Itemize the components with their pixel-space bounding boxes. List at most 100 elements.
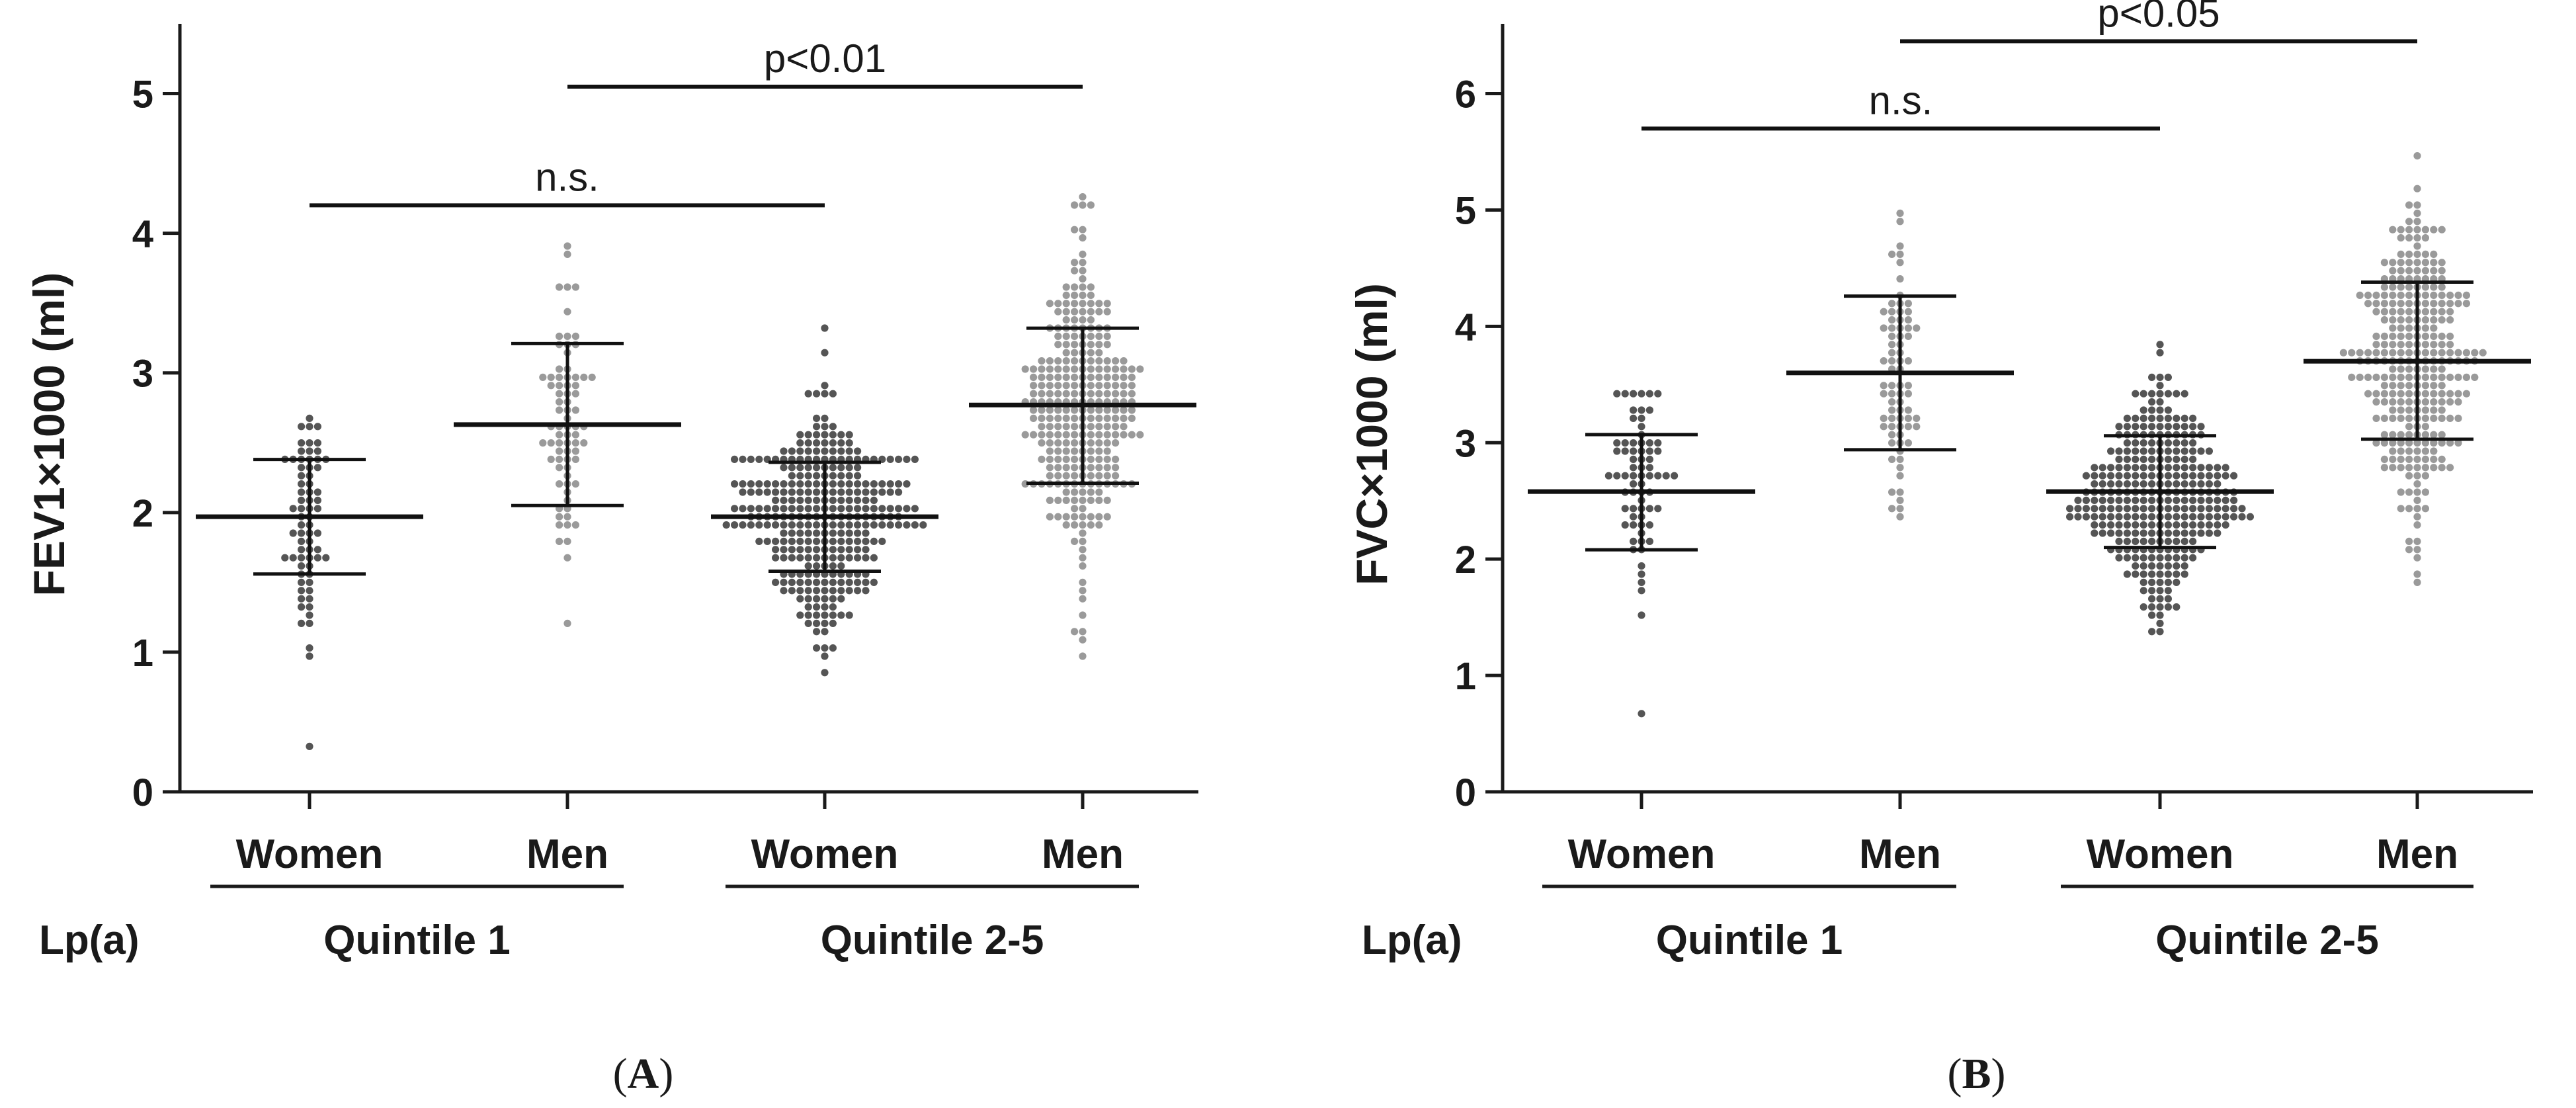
data-point — [2462, 291, 2470, 299]
data-point — [854, 587, 862, 595]
data-point — [2091, 480, 2098, 488]
data-point — [2164, 595, 2172, 603]
data-point — [2148, 537, 2156, 546]
data-point — [2364, 291, 2372, 299]
data-point — [2438, 291, 2446, 299]
data-point — [2430, 431, 2438, 439]
data-point — [1071, 431, 1079, 439]
data-point — [2430, 349, 2438, 357]
data-point — [1095, 349, 1103, 357]
data-point — [313, 423, 321, 431]
data-point — [2421, 464, 2429, 472]
data-point — [813, 562, 821, 570]
data-point — [747, 488, 755, 496]
data-point — [2156, 349, 2164, 357]
data-point — [2380, 259, 2388, 267]
data-point — [1630, 472, 1638, 480]
category-label: Women — [1568, 831, 1716, 877]
data-point — [2454, 439, 2462, 447]
data-point — [1079, 529, 1087, 537]
data-point — [2246, 513, 2254, 521]
data-point — [796, 521, 804, 529]
data-point — [1079, 546, 1087, 554]
data-point — [821, 595, 829, 603]
data-point — [2397, 226, 2405, 234]
data-point — [2181, 513, 2188, 521]
data-point — [1103, 496, 1111, 505]
data-point — [886, 521, 894, 529]
data-point — [2462, 349, 2470, 357]
data-point — [804, 546, 812, 554]
data-point — [2413, 455, 2421, 464]
data-point — [1079, 652, 1087, 660]
data-point — [563, 242, 571, 250]
data-point — [862, 505, 870, 513]
data-point — [2098, 496, 2106, 505]
data-point — [813, 472, 821, 480]
data-point — [2181, 390, 2188, 398]
y-tick-label: 0 — [1455, 771, 1476, 814]
data-point — [2446, 439, 2454, 447]
data-point — [1087, 341, 1095, 349]
data-point — [1087, 283, 1095, 291]
data-point — [2430, 226, 2438, 234]
data-point — [1062, 464, 1070, 472]
data-point — [2438, 365, 2446, 373]
data-point — [2397, 464, 2405, 472]
data-point — [2438, 398, 2446, 406]
data-point — [1120, 382, 1128, 390]
data-point — [813, 521, 821, 529]
data-point — [804, 488, 812, 496]
data-point — [837, 464, 845, 472]
data-point — [1630, 480, 1638, 488]
data-point — [755, 480, 763, 488]
data-point — [2123, 480, 2131, 488]
data-point — [2397, 382, 2405, 390]
data-point — [2413, 201, 2421, 209]
data-point — [556, 382, 563, 390]
data-point — [313, 529, 321, 537]
data-point — [2413, 439, 2421, 447]
data-point — [1079, 300, 1087, 308]
data-point — [1095, 365, 1103, 373]
data-point — [2222, 496, 2229, 505]
data-point — [772, 578, 780, 587]
data-point — [2132, 505, 2140, 513]
data-point — [1621, 521, 1629, 529]
data-point — [1071, 464, 1079, 472]
data-point — [862, 578, 870, 587]
data-point — [2189, 537, 2197, 546]
data-point — [2173, 414, 2181, 423]
data-point — [1645, 464, 1653, 472]
data-point — [2074, 496, 2082, 505]
significance-label: n.s. — [1869, 78, 1933, 122]
data-point — [2074, 505, 2082, 513]
data-point — [571, 439, 580, 447]
data-point — [1054, 373, 1062, 382]
data-point — [1103, 390, 1111, 398]
data-point — [1062, 414, 1070, 423]
data-point — [2115, 423, 2123, 431]
data-point — [2380, 283, 2388, 291]
data-point — [2164, 423, 2172, 431]
data-point — [813, 554, 821, 562]
data-point — [862, 529, 870, 537]
data-point — [2148, 529, 2156, 537]
data-point — [2181, 447, 2188, 455]
data-point — [2397, 283, 2405, 291]
data-point — [1054, 390, 1062, 398]
data-point — [804, 554, 812, 562]
y-tick-label: 0 — [132, 771, 153, 814]
data-point — [1630, 537, 1638, 546]
data-point — [298, 423, 306, 431]
data-point — [2164, 496, 2172, 505]
data-point — [821, 628, 829, 636]
data-point — [2164, 447, 2172, 455]
data-point — [845, 464, 853, 472]
data-point — [2380, 431, 2388, 439]
data-point — [2115, 505, 2123, 513]
data-point — [829, 595, 837, 603]
data-point — [731, 521, 739, 529]
data-point — [2189, 480, 2197, 488]
data-point — [2156, 595, 2164, 603]
